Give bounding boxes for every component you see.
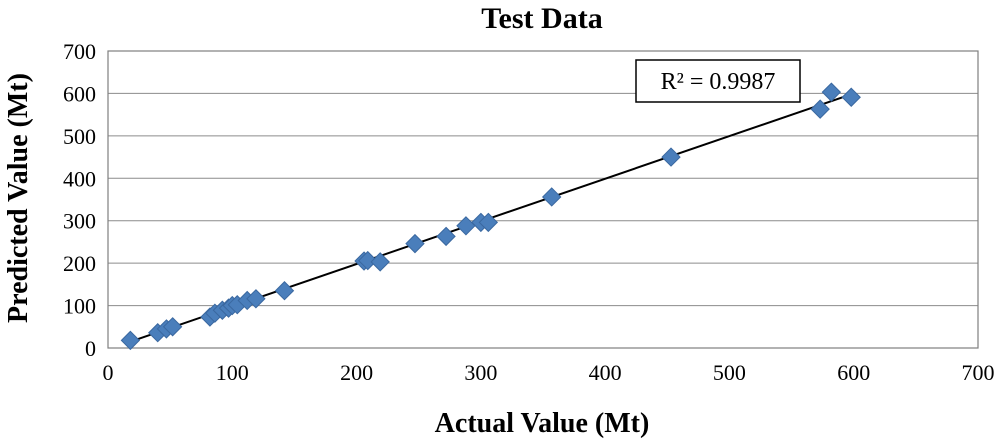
data-point	[246, 289, 266, 309]
x-tick-label: 300	[464, 360, 497, 385]
y-tick-label: 700	[63, 39, 96, 64]
data-point	[274, 281, 295, 301]
data-point	[541, 187, 562, 207]
y-tick-label: 200	[63, 251, 96, 276]
plot-area	[107, 50, 979, 349]
data-point	[162, 317, 183, 337]
r-squared-label: R² = 0.9987	[661, 69, 776, 95]
data-point	[370, 252, 390, 272]
y-tick-label: 100	[63, 294, 96, 319]
data-point	[120, 330, 141, 351]
x-tick-label: 500	[713, 360, 746, 385]
data-point	[810, 99, 830, 119]
y-axis-label: Predicted Value (Mt)	[3, 73, 34, 323]
data-points	[120, 82, 861, 351]
data-point	[478, 212, 499, 233]
data-point	[661, 147, 681, 167]
x-tick-label: 700	[962, 360, 995, 385]
y-tick-label: 600	[63, 81, 96, 106]
data-point	[821, 82, 842, 102]
x-axis-label: Actual Value (Mt)	[435, 408, 650, 439]
y-tick-label: 300	[63, 209, 96, 234]
y-tick-label: 0	[85, 336, 96, 361]
x-tick-label: 600	[837, 360, 870, 385]
x-tick-label: 400	[589, 360, 622, 385]
r-squared-box: R² = 0.9987	[635, 59, 801, 103]
gridlines	[108, 92, 978, 307]
x-tick-label: 0	[103, 360, 114, 385]
data-point	[841, 87, 861, 107]
y-tick-label: 400	[63, 166, 96, 191]
x-tick-label: 200	[340, 360, 373, 385]
chart-title: Test Data	[481, 2, 602, 35]
data-point	[405, 233, 425, 254]
data-point	[358, 250, 378, 271]
y-tick-label: 500	[63, 124, 96, 149]
data-point	[456, 216, 476, 236]
data-point	[436, 226, 456, 247]
r-squared-frame	[635, 59, 801, 103]
x-tick-label: 100	[216, 360, 249, 385]
x-axis-ticks: 0 100 200 300 400 500 600 700	[103, 360, 995, 385]
y-axis-ticks: 0 100 200 300 400 500 600 700	[63, 39, 96, 361]
